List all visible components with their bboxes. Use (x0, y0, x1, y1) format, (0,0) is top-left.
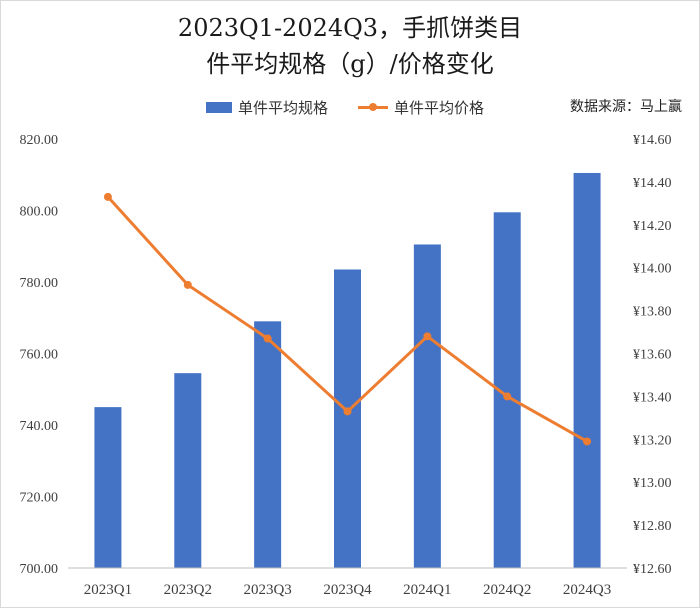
category-label: 2024Q2 (483, 582, 531, 598)
line-series (103, 192, 592, 446)
bar-series (94, 172, 601, 568)
legend-bar-label: 单件平均规格 (238, 98, 329, 117)
legend-line-label: 单件平均价格 (394, 98, 485, 117)
right-tick-label: ¥13.60 (633, 348, 672, 363)
legend-item-bar: 单件平均规格 (206, 94, 328, 120)
point-2024Q1 (423, 332, 432, 341)
chart-title-line1: 2023Q1-2024Q3，手抓饼类目 (177, 14, 523, 42)
category-labels: 2023Q1 2023Q2 2023Q3 2023Q4 2024Q1 2024Q2 2024… (84, 582, 611, 598)
point-2023Q2 (183, 280, 192, 289)
left-axis-ticks: 700.00 720.00 740.00 760.00 780.00 800.00 820.… (20, 133, 59, 577)
right-tick-label: ¥14.00 (633, 262, 672, 277)
point-2023Q4 (343, 407, 352, 416)
right-tick-label: ¥13.40 (633, 390, 672, 405)
right-tick-label: ¥14.60 (633, 133, 672, 148)
legend-item-line: 单件平均价格 (358, 94, 484, 120)
point-2023Q3 (263, 334, 272, 343)
category-label: 2023Q4 (323, 582, 372, 598)
point-2023Q1 (103, 192, 112, 201)
right-tick-label: ¥13.00 (633, 476, 672, 491)
bar-2023Q4 (334, 269, 361, 568)
left-tick-label: 760.00 (20, 348, 59, 363)
right-tick-label: ¥12.60 (633, 562, 672, 577)
bar-2024Q3 (573, 172, 601, 568)
point-2024Q3 (583, 437, 592, 446)
right-axis-ticks: ¥12.60 ¥12.80 ¥13.00 ¥13.20 ¥13.40 ¥13.60 ¥13.… (633, 133, 672, 577)
legend: 单件平均规格 单件平均价格 (0, 94, 700, 120)
category-label: 2023Q3 (243, 582, 291, 598)
category-label: 2023Q1 (84, 582, 132, 598)
right-tick-label: ¥12.80 (633, 519, 672, 534)
point-2024Q2 (503, 392, 512, 401)
left-tick-label: 700.00 (20, 562, 59, 577)
chart-title-line2: 件平均规格（g）/价格变化 (206, 50, 494, 78)
right-tick-label: ¥13.80 (633, 305, 672, 320)
data-source: 数据来源：马上赢 (570, 99, 682, 115)
right-tick-label: ¥13.20 (633, 433, 672, 448)
legend-line-swatch (358, 102, 388, 113)
left-tick-label: 820.00 (20, 133, 59, 148)
left-tick-label: 780.00 (20, 276, 59, 291)
right-tick-label: ¥14.40 (633, 176, 672, 191)
category-label: 2024Q3 (563, 582, 611, 598)
chart-title: 2023Q1-2024Q3，手抓饼类目 件平均规格（g）/价格变化 (0, 10, 700, 82)
right-tick-label: ¥14.20 (633, 219, 672, 234)
bar-2023Q2 (174, 373, 202, 568)
left-tick-label: 720.00 (20, 491, 59, 506)
category-label: 2024Q1 (403, 582, 451, 598)
legend-bar-swatch (206, 101, 232, 113)
bar-2024Q1 (413, 244, 441, 568)
bar-2023Q1 (94, 407, 122, 568)
left-tick-label: 800.00 (20, 205, 59, 220)
bar-2023Q3 (254, 321, 282, 568)
category-label: 2023Q2 (164, 582, 212, 598)
left-tick-label: 740.00 (20, 419, 59, 434)
